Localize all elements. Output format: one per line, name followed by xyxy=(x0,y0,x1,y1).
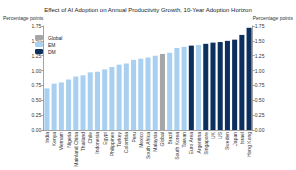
svg-text:India: India xyxy=(44,132,50,143)
svg-text:DM: DM xyxy=(48,49,56,55)
svg-text:Nigeria: Nigeria xyxy=(66,132,72,148)
svg-text:South Korea: South Korea xyxy=(174,132,180,160)
svg-text:Egypt: Egypt xyxy=(102,131,108,144)
svg-text:Argentina: Argentina xyxy=(196,132,202,154)
svg-text:South Africa: South Africa xyxy=(145,132,151,159)
svg-text:1.00: 1.00 xyxy=(255,68,265,74)
svg-text:0.25: 0.25 xyxy=(32,112,42,118)
svg-text:0.00: 0.00 xyxy=(32,127,42,133)
svg-text:1.75: 1.75 xyxy=(255,23,265,29)
svg-text:Brazil: Brazil xyxy=(167,132,173,145)
svg-text:Kenya: Kenya xyxy=(51,132,57,146)
svg-text:0.00: 0.00 xyxy=(255,127,265,133)
svg-text:1.25: 1.25 xyxy=(255,53,265,59)
svg-text:Taiwan: Taiwan xyxy=(181,132,187,148)
svg-text:1.75: 1.75 xyxy=(32,23,42,29)
svg-text:Global: Global xyxy=(48,35,62,41)
svg-text:0.50: 0.50 xyxy=(32,97,42,103)
svg-text:Sweden: Sweden xyxy=(224,132,230,150)
svg-text:Philippines: Philippines xyxy=(109,132,115,157)
svg-text:0.50: 0.50 xyxy=(255,97,265,103)
svg-text:Indonesia: Indonesia xyxy=(94,132,100,154)
svg-text:Euro Area: Euro Area xyxy=(188,132,194,154)
svg-text:Israel: Israel xyxy=(239,132,245,144)
svg-text:US: US xyxy=(217,131,223,139)
svg-text:Vietnam: Vietnam xyxy=(58,132,64,150)
svg-text:0.25: 0.25 xyxy=(255,112,265,118)
svg-text:Thailand: Thailand xyxy=(80,132,86,151)
svg-text:Effect of AI Adoption on Annua: Effect of AI Adoption on Annual Producti… xyxy=(44,7,251,13)
svg-text:Mainland China: Mainland China xyxy=(73,132,79,167)
svg-text:Colombia: Colombia xyxy=(123,132,129,153)
svg-text:Percentage points: Percentage points xyxy=(3,15,44,21)
svg-text:Percentage points: Percentage points xyxy=(253,15,294,21)
svg-text:Japan: Japan xyxy=(232,132,238,146)
svg-text:Peru: Peru xyxy=(131,132,137,143)
svg-text:Hong Kong: Hong Kong xyxy=(246,132,252,157)
svg-text:Malaysia: Malaysia xyxy=(152,132,158,152)
svg-text:Singapore: Singapore xyxy=(203,132,209,155)
svg-text:Global: Global xyxy=(159,132,165,146)
svg-text:1.25: 1.25 xyxy=(31,52,42,59)
svg-text:UK: UK xyxy=(210,131,216,139)
svg-text:Turkey: Turkey xyxy=(116,132,122,148)
svg-text:1.50: 1.50 xyxy=(255,38,265,44)
svg-text:1.00: 1.00 xyxy=(32,68,42,74)
svg-text:EM: EM xyxy=(48,42,56,48)
svg-text:Mexico: Mexico xyxy=(138,132,144,148)
svg-text:0.75: 0.75 xyxy=(32,82,42,88)
svg-text:Chile: Chile xyxy=(87,132,93,144)
svg-text:0.75: 0.75 xyxy=(255,82,265,88)
